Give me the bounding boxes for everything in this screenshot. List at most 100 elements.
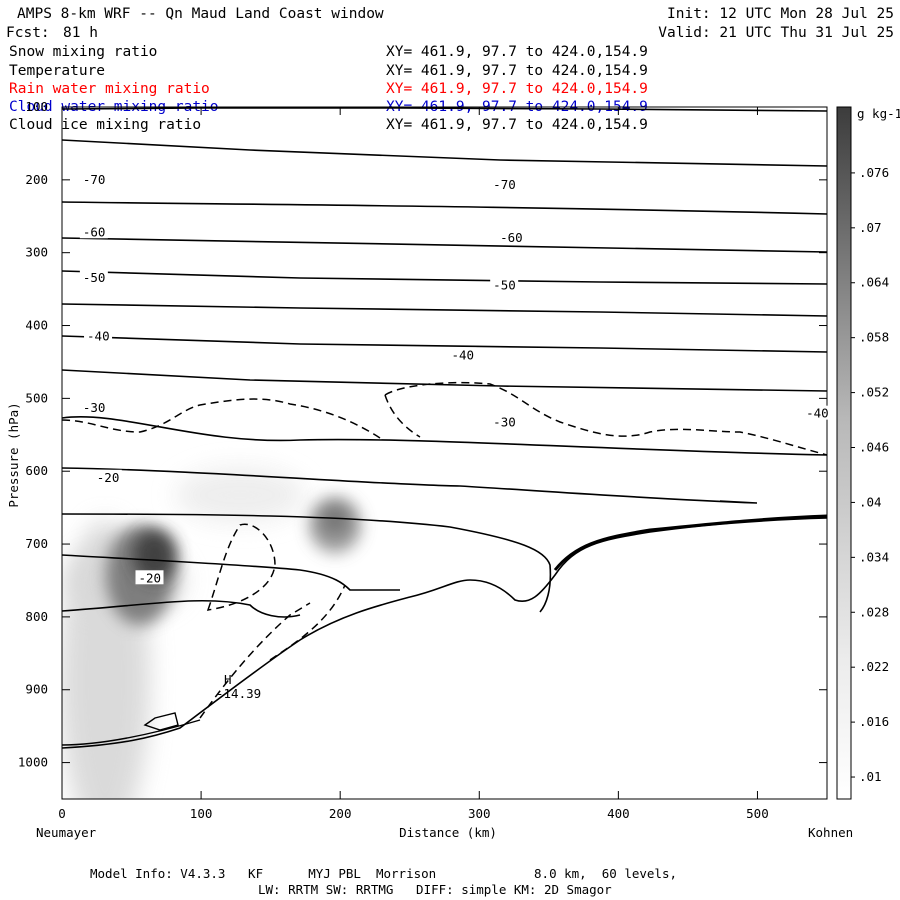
colorbar-tick-label: .076	[859, 165, 889, 180]
temperature-label-bg	[497, 230, 526, 245]
field-name: Cloud ice mixing ratio	[9, 117, 202, 133]
cloud-ice-contour	[199, 602, 311, 719]
isotherm	[62, 416, 827, 456]
temperature-label: -70	[83, 172, 106, 187]
temperature-label: -50	[493, 277, 516, 292]
temperature-label: -30	[83, 400, 106, 415]
temperature-contours	[62, 107, 827, 618]
temperature-label-bg	[93, 469, 122, 484]
temperature-label: -40	[451, 347, 474, 362]
plot-frame	[61, 106, 828, 800]
y-tick-label: 100	[25, 99, 48, 114]
temperature-label-bg	[79, 399, 108, 414]
colorbar-tick-label: .064	[859, 275, 889, 290]
colorbar-unit: g kg-1	[857, 106, 900, 121]
forecast-label: Fcst:	[6, 25, 50, 41]
temperature-label-bg	[79, 224, 108, 239]
isotherm	[62, 237, 827, 253]
field-xy: XY= 461.9, 97.7 to 424.0,154.9	[386, 44, 648, 60]
temperature-label-bg	[84, 328, 113, 343]
colorbar-tick-label: .016	[859, 714, 889, 729]
init-time: Init: 12 UTC Mon 28 Jul 25	[667, 6, 894, 22]
y-tick-label: 300	[25, 245, 48, 260]
field-name: Snow mixing ratio	[9, 44, 158, 60]
temperature-label: -40	[806, 406, 829, 421]
colorbar: .01 .016 .022 .028 .034 .04 .046 .052 .058 .064 .0…	[836, 106, 900, 800]
x-tick-label: 0	[58, 806, 66, 821]
cloud-ice-contour	[206, 523, 276, 611]
isotherm	[62, 270, 827, 285]
temperature-label-bg	[448, 347, 477, 362]
cloud-ice-contours	[62, 381, 827, 719]
forecast-value: 81 h	[63, 25, 98, 41]
colorbar-tick-label: .052	[859, 385, 889, 400]
y-tick-label: 200	[25, 172, 48, 187]
isotherm	[62, 513, 552, 613]
isotherm	[62, 369, 827, 392]
temperature-label: -20	[139, 570, 162, 585]
x-tick-label: 400	[607, 806, 630, 821]
cloud-ice-contour	[384, 381, 827, 456]
terrain-line	[62, 719, 201, 746]
field-name: Temperature	[9, 63, 106, 79]
temperature-labels: -70 -70 -60 -60 -50 -50 -40 -40 -30 -30 -40 -20 -20	[79, 171, 832, 585]
field-xy: XY= 461.9, 97.7 to 424.0,154.9	[386, 63, 648, 79]
x-tick-label: 500	[746, 806, 769, 821]
temperature-label-bg	[79, 171, 108, 186]
temperature-label-bg	[490, 277, 519, 292]
isotherm	[62, 599, 301, 618]
y-axis-label: Pressure (hPa)	[6, 402, 21, 507]
temperature-label: -60	[500, 230, 523, 245]
y-tick-label: 600	[25, 463, 48, 478]
temperature-label: -40	[87, 328, 110, 343]
terrain-boundary	[62, 514, 827, 749]
y-tick-label: 1000	[18, 755, 48, 770]
x-left-label: Neumayer	[36, 825, 97, 840]
isotherm	[62, 201, 827, 215]
colorbar-scale	[836, 106, 852, 800]
axis-ticks: 0 100 200 300 400 500 100 200 300 400 500 600 700 800…	[18, 99, 827, 821]
y-tick-label: 500	[25, 390, 48, 405]
temperature-label-bg	[803, 405, 832, 420]
field-name: Rain water mixing ratio	[9, 81, 210, 97]
isotherm	[62, 467, 758, 504]
isotherm	[62, 335, 827, 353]
colorbar-tick-label: .028	[859, 604, 889, 619]
y-tick-label: 800	[25, 609, 48, 624]
terrain-line	[553, 514, 827, 571]
y-tick-label: 700	[25, 536, 48, 551]
temperature-label: -30	[493, 414, 516, 429]
temperature-label: -60	[83, 224, 106, 239]
cloud-ice-contour	[62, 398, 381, 439]
snow-shading	[62, 467, 361, 799]
colorbar-tick-label: .04	[859, 494, 882, 509]
x-tick-label: 100	[190, 806, 213, 821]
x-axis-label: Distance (km)	[399, 825, 497, 840]
colorbar-tick-label: .07	[859, 220, 882, 235]
field-xy: XY= 461.9, 97.7 to 424.0,154.9	[386, 81, 648, 97]
terrain-line	[143, 712, 179, 731]
colorbar-tick-label: .058	[859, 330, 889, 345]
temperature-label-bg	[79, 270, 108, 285]
model-info: Model Info: V4.3.3 KF MYJ PBL Morrison 8…	[90, 866, 677, 881]
x-right-label: Kohnen	[808, 825, 853, 840]
temperature-label-bg	[490, 176, 519, 191]
cloud-ice-contour	[384, 394, 421, 438]
isotherm	[62, 139, 827, 167]
colorbar-tick-label: .034	[859, 549, 889, 564]
temperature-label: -50	[83, 270, 106, 285]
model-options: LW: RRTM SW: RRTMG DIFF: simple KM: 2D S…	[258, 882, 612, 897]
temperature-label: -20	[97, 470, 120, 485]
field-xy: XY= 461.9, 97.7 to 424.0,154.9	[386, 117, 648, 133]
high-value: -14.39	[216, 686, 261, 701]
chart-title: AMPS 8-km WRF -- Qn Maud Land Coast wind…	[17, 6, 384, 22]
temperature-label-bg	[490, 414, 519, 429]
x-tick-label: 300	[468, 806, 491, 821]
colorbar-tick-label: .046	[859, 440, 889, 455]
y-tick-label: 900	[25, 682, 48, 697]
y-tick-label: 400	[25, 318, 48, 333]
x-tick-label: 200	[329, 806, 352, 821]
temperature-label-bg	[135, 570, 164, 585]
valid-time: Valid: 21 UTC Thu 31 Jul 25	[658, 25, 894, 41]
